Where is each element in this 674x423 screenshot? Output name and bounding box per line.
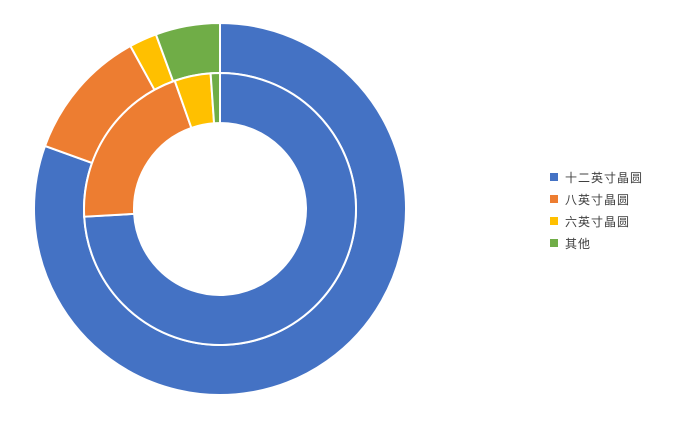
legend-item-other: 其他 <box>550 232 643 254</box>
inner-slice-twelve-inch-wafer <box>83 71 357 346</box>
legend-swatch <box>550 195 558 203</box>
legend-swatch <box>550 239 558 247</box>
legend-item-eight-inch-wafer: 八英寸晶圆 <box>550 188 643 210</box>
legend-label: 十二英寸晶圆 <box>565 170 644 185</box>
legend: 十二英寸晶圆 八英寸晶圆 六英寸晶圆 其他 <box>550 166 643 254</box>
legend-swatch <box>550 217 558 225</box>
inner-slice-other <box>209 71 221 125</box>
legend-label: 其他 <box>565 236 592 251</box>
legend-label: 八英寸晶圆 <box>565 192 631 207</box>
legend-label: 六英寸晶圆 <box>565 214 631 229</box>
legend-item-six-inch-wafer: 六英寸晶圆 <box>550 210 643 232</box>
inner-ring <box>83 71 357 346</box>
legend-item-twelve-inch-wafer: 十二英寸晶圆 <box>550 166 643 188</box>
legend-swatch <box>550 173 558 181</box>
